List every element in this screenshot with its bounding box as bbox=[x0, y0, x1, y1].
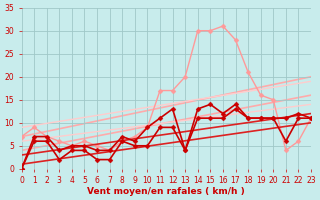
X-axis label: Vent moyen/en rafales ( km/h ): Vent moyen/en rafales ( km/h ) bbox=[87, 187, 245, 196]
